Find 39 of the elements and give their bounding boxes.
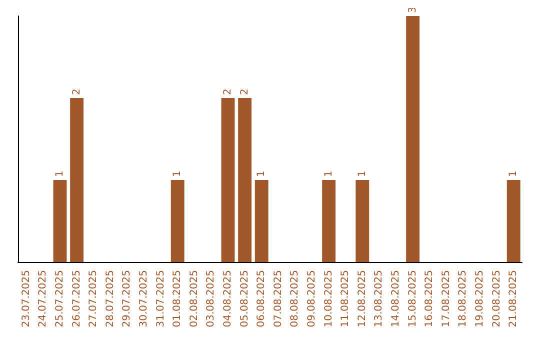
x-tick-label: 21.08.2025 xyxy=(508,270,520,328)
x-tick-label: 18.08.2025 xyxy=(458,270,469,328)
x-tick-label: 16.08.2025 xyxy=(424,270,436,328)
x-tick-label: 09.08.2025 xyxy=(306,270,318,328)
data-label: 1 xyxy=(172,170,184,177)
x-tick-label: 05.08.2025 xyxy=(239,270,250,328)
data-label: 1 xyxy=(323,170,334,177)
x-tick-label: 20.08.2025 xyxy=(491,270,502,328)
x-tick-label: 15.08.2025 xyxy=(407,270,418,328)
x-tick-label: 28.07.2025 xyxy=(104,270,116,328)
x-tick-label: 10.08.2025 xyxy=(323,270,334,328)
x-tick-label: 11.08.2025 xyxy=(340,270,352,328)
data-label: 1 xyxy=(256,170,268,177)
x-tick-label: 12.08.2025 xyxy=(356,270,368,328)
x-tick-label: 19.08.2025 xyxy=(474,270,486,328)
data-label: 1 xyxy=(54,170,66,177)
data-label: 1 xyxy=(508,170,520,177)
x-tick-label: 01.08.2025 xyxy=(172,270,184,328)
x-tick-label: 30.07.2025 xyxy=(138,270,150,328)
data-label: 2 xyxy=(222,88,234,95)
x-tick-label: 06.08.2025 xyxy=(256,270,268,328)
x-tick-label: 27.07.2025 xyxy=(88,270,100,328)
x-tick-label: 17.08.2025 xyxy=(440,270,452,328)
data-label: 2 xyxy=(71,88,82,95)
x-tick-label: 26.07.2025 xyxy=(71,270,82,328)
x-tick-label: 29.07.2025 xyxy=(122,270,133,328)
x-tick-label: 02.08.2025 xyxy=(188,270,200,328)
x-tick-label: 07.08.2025 xyxy=(272,270,284,328)
x-tick-label: 31.07.2025 xyxy=(155,270,166,328)
x-tick-label: 14.08.2025 xyxy=(390,270,402,328)
data-label: 1 xyxy=(356,170,368,177)
x-tick-label: 25.07.2025 xyxy=(54,270,66,328)
x-tick-label: 24.07.2025 xyxy=(38,270,49,328)
x-tick-label: 08.08.2025 xyxy=(290,270,301,328)
x-tick-label: 13.08.2025 xyxy=(374,270,385,328)
x-tick-label: 03.08.2025 xyxy=(206,270,217,328)
data-label: 2 xyxy=(239,88,250,95)
x-tick-label: 04.08.2025 xyxy=(222,270,234,328)
x-tick-label: 23.07.2025 xyxy=(20,270,32,328)
